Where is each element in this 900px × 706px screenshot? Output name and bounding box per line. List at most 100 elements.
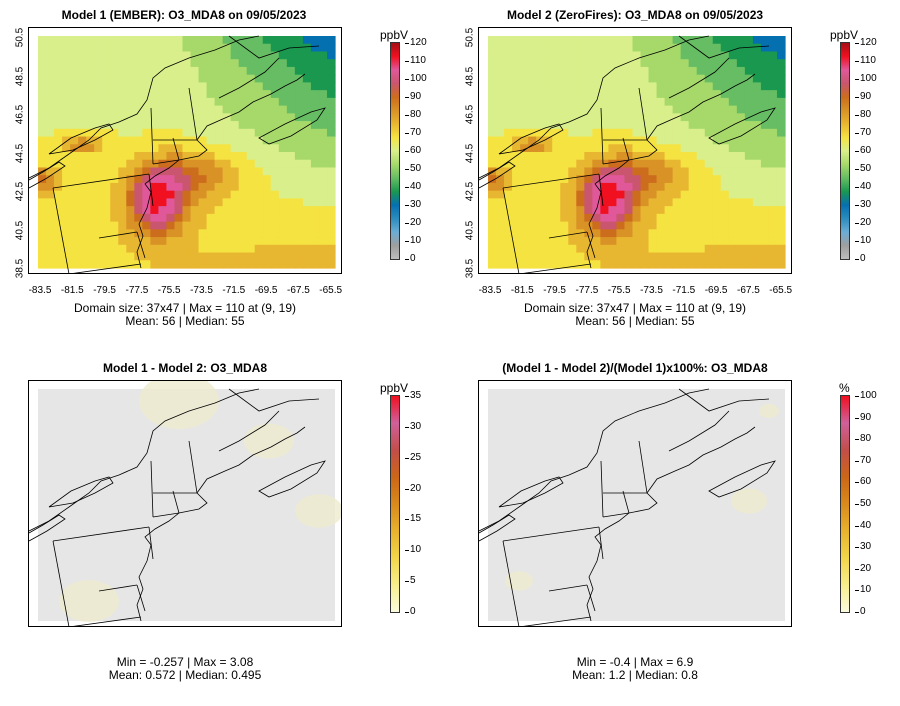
colorbar-tick-label: 15 <box>404 513 422 525</box>
colorbar-tick-label: 10 <box>404 235 422 246</box>
panel1-colorbar <box>390 42 400 260</box>
x-axis-tick-label: -65.5 <box>769 285 793 296</box>
colorbar-tick-label: 40 <box>854 181 872 192</box>
panel2-colorbar <box>840 42 850 260</box>
panel1-map-frame <box>28 27 342 274</box>
colorbar-tick-label: 50 <box>854 163 872 174</box>
panel3-map-frame <box>28 380 342 627</box>
panel2-colorbar-unit: ppbV <box>830 28 859 42</box>
colorbar-tick-label: 10 <box>854 235 872 246</box>
panel4-colorbar <box>840 395 850 613</box>
panel4-map-frame <box>478 380 792 627</box>
x-axis-tick-label: -81.5 <box>60 285 84 296</box>
panel3-colorbar <box>390 395 400 613</box>
x-axis-tick-label: -75.5 <box>607 285 631 296</box>
panel1-ozone-map <box>29 35 336 273</box>
colorbar-tick-label: 20 <box>404 217 422 228</box>
colorbar-tick-label: 20 <box>854 562 872 574</box>
panel4-min-max: Min = -0.4 | Max = 6.9 <box>576 655 694 669</box>
y-axis-tick-label: 46.5 <box>14 104 26 125</box>
colorbar-tick-label: 100 <box>855 390 877 401</box>
colorbar-tick-label: 70 <box>854 454 872 466</box>
panel4-mean-median: Mean: 1.2 | Median: 0.8 <box>572 668 698 682</box>
y-axis-tick-label: 50.5 <box>464 27 476 48</box>
x-axis-tick-label: -83.5 <box>28 285 52 296</box>
colorbar-tick-label: 100 <box>405 73 427 84</box>
colorbar-tick-label: 30 <box>404 420 422 432</box>
colorbar-tick-label: 80 <box>404 109 422 120</box>
x-axis-tick-label: -75.5 <box>157 285 181 296</box>
x-axis-tick-label: -65.5 <box>319 285 343 296</box>
colorbar-tick-label: 70 <box>854 127 872 138</box>
x-axis-tick-label: -71.5 <box>222 285 246 296</box>
x-axis-tick-label: -81.5 <box>510 285 534 296</box>
colorbar-tick-label: 10 <box>854 584 872 596</box>
x-axis-tick-label: -77.5 <box>575 285 599 296</box>
x-axis-tick-label: -69.5 <box>254 285 278 296</box>
x-axis-tick-label: -67.5 <box>286 285 310 296</box>
x-axis-tick-label: -71.5 <box>672 285 696 296</box>
colorbar-tick-label: 60 <box>854 476 872 488</box>
panel3-min-max: Min = -0.257 | Max = 3.08 <box>116 655 254 669</box>
colorbar-tick-label: 40 <box>854 519 872 531</box>
panel3-mean-median: Mean: 0.572 | Median: 0.495 <box>108 668 262 682</box>
panel3-difference-map <box>29 381 341 626</box>
colorbar-tick-label: 35 <box>404 390 422 401</box>
y-axis-tick-label: 38.5 <box>464 258 476 279</box>
x-axis-tick-label: -83.5 <box>478 285 502 296</box>
panel2-ozone-map <box>479 35 786 273</box>
colorbar-tick-label: 80 <box>854 433 872 445</box>
x-axis-tick-label: -79.5 <box>93 285 116 296</box>
panel2-domain-stats: Domain size: 37x47 | Max = 110 at (9, 19… <box>523 301 746 315</box>
panel1-mean-median: Mean: 56 | Median: 55 <box>125 314 245 328</box>
colorbar-tick-label: 100 <box>855 73 877 84</box>
panel1-domain-stats: Domain size: 37x47 | Max = 110 at (9, 19… <box>73 301 296 315</box>
y-axis-tick-label: 48.5 <box>464 66 476 86</box>
y-axis-tick-label: 50.5 <box>14 27 26 48</box>
y-axis-tick-label: 42.5 <box>464 181 476 202</box>
x-axis-tick-label: -69.5 <box>704 285 728 296</box>
panel2-map-frame <box>478 27 792 274</box>
colorbar-tick-label: 5 <box>405 575 416 587</box>
y-axis-tick-label: 40.5 <box>464 220 476 240</box>
colorbar-tick-label: 70 <box>404 127 422 138</box>
colorbar-tick-label: 90 <box>854 411 872 423</box>
colorbar-tick-label: 20 <box>854 217 872 228</box>
y-axis-tick-label: 48.5 <box>14 66 26 86</box>
panel2-mean-median: Mean: 56 | Median: 55 <box>575 314 695 328</box>
colorbar-tick-label: 120 <box>855 37 877 48</box>
x-axis-tick-label: -73.5 <box>640 285 663 296</box>
colorbar-tick-label: 25 <box>404 451 422 463</box>
panel4-percent-difference-map <box>479 388 785 626</box>
colorbar-tick-label: 50 <box>404 163 422 174</box>
colorbar-tick-label: 110 <box>855 55 876 66</box>
y-axis-tick-label: 42.5 <box>14 181 26 202</box>
y-axis-tick-label: 46.5 <box>464 104 476 125</box>
colorbar-tick-label: 90 <box>404 91 422 102</box>
colorbar-tick-label: 40 <box>404 181 422 192</box>
colorbar-tick-label: 0 <box>855 606 866 617</box>
colorbar-tick-label: 30 <box>404 199 422 210</box>
panel2-title: Model 2 (ZeroFires): O3_MDA8 on 09/05/20… <box>506 8 764 22</box>
x-axis-tick-label: -77.5 <box>125 285 149 296</box>
panel4-colorbar-unit: % <box>839 381 850 395</box>
colorbar-tick-label: 0 <box>405 253 416 264</box>
panel1-title: Model 1 (EMBER): O3_MDA8 on 09/05/2023 <box>61 8 307 22</box>
y-axis-tick-label: 40.5 <box>14 220 26 240</box>
colorbar-tick-label: 120 <box>405 37 427 48</box>
colorbar-tick-label: 10 <box>404 544 422 556</box>
panel3-title: Model 1 - Model 2: O3_MDA8 <box>102 361 268 375</box>
colorbar-tick-label: 20 <box>404 482 422 494</box>
colorbar-tick-label: 30 <box>854 541 872 553</box>
panel1-colorbar-unit: ppbV <box>380 28 409 42</box>
colorbar-tick-label: 0 <box>855 253 866 264</box>
colorbar-tick-label: 50 <box>854 498 872 509</box>
panel4-title: (Model 1 - Model 2)/(Model 1)x100%: O3_M… <box>502 361 768 375</box>
colorbar-tick-label: 60 <box>854 145 872 156</box>
x-axis-tick-label: -67.5 <box>736 285 760 296</box>
colorbar-tick-label: 110 <box>405 55 426 66</box>
x-axis-tick-label: -73.5 <box>190 285 213 296</box>
y-axis-tick-label: 44.5 <box>14 143 26 163</box>
panel3-colorbar-unit: ppbV <box>380 381 409 395</box>
colorbar-tick-label: 0 <box>405 606 416 617</box>
